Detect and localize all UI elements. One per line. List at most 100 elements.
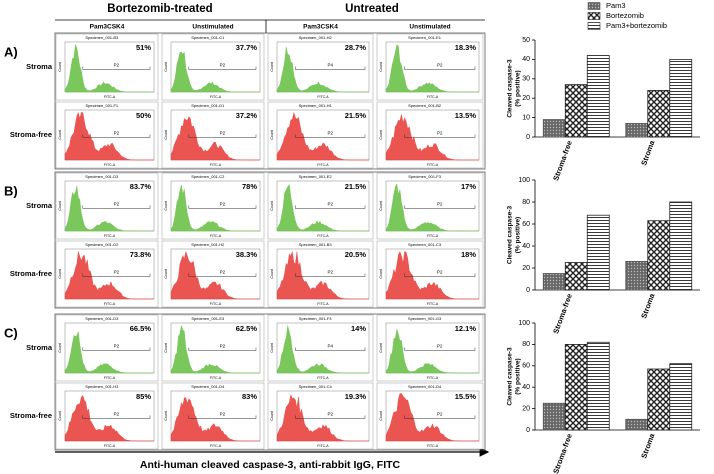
gate <box>295 205 366 209</box>
axis-label: Count <box>379 62 383 71</box>
specimen-label: Specimen_001-H2 <box>191 242 225 247</box>
histogram <box>276 47 369 93</box>
histogram <box>385 250 479 300</box>
percent-label: 17% <box>461 182 476 191</box>
axis-label: FITC-A <box>210 95 222 99</box>
histogram <box>276 251 369 300</box>
axis-label: FITC-A <box>427 302 439 306</box>
gate <box>82 347 151 351</box>
bar <box>625 123 649 138</box>
footer: Anti-human cleaved caspase-3, anti-rabbi… <box>140 459 401 471</box>
axis-label: FITC-A <box>210 444 222 448</box>
group-header: Untreated <box>345 3 399 15</box>
bar <box>669 201 693 291</box>
gate-label: P2 <box>220 202 226 207</box>
y-tick-label: 0 <box>526 134 530 141</box>
percent-label: 21.5% <box>345 111 367 120</box>
x-tick-label: Stroma-free <box>551 432 574 474</box>
specimen-label: Specimen_001-C2 <box>191 174 225 179</box>
histogram <box>64 331 154 374</box>
percent-label: 37.2% <box>236 111 258 120</box>
y-tick-label: 20 <box>522 95 530 102</box>
axis-label: FITC-A <box>427 234 439 238</box>
percent-label: 21.5% <box>345 182 367 191</box>
gate <box>82 205 151 209</box>
specimen-label: Specimen_001-D2 <box>85 242 119 247</box>
histogram <box>385 44 479 93</box>
specimen-label: Specimen_001-D3 <box>85 316 119 321</box>
axis-label: FITC-A <box>317 302 329 306</box>
legend-label: Bortezomib <box>606 11 644 20</box>
axis-label: Count <box>58 62 62 71</box>
row-label: Stroma <box>26 343 53 352</box>
column-header: Pam3CSK4 <box>90 24 125 31</box>
axis-label: FITC-A <box>210 376 222 380</box>
axis-label: Count <box>164 269 168 278</box>
gate-label: P2 <box>437 131 443 136</box>
column-header: Pam3CSK4 <box>303 24 338 31</box>
gate-label: P2 <box>114 63 120 68</box>
panel-letter: C) <box>4 325 18 340</box>
axis-label: FITC-A <box>427 95 439 99</box>
gate-label: P2 <box>437 412 443 417</box>
axis-label: Count <box>164 411 168 420</box>
specimen-label: Specimen_001-E2 <box>299 174 333 179</box>
axis-label: FITC-A <box>104 234 116 238</box>
bar <box>647 368 671 431</box>
axis-label: Count <box>58 343 62 352</box>
gate <box>295 273 366 277</box>
axis-label: Count <box>164 62 168 71</box>
panel-frame <box>54 171 486 309</box>
x-tick-label: Stroma <box>639 292 657 320</box>
y-tick-label: 0 <box>526 287 530 294</box>
specimen-label: Specimen_001-C1 <box>191 35 225 40</box>
axis-label: FITC-A <box>427 163 439 167</box>
y-axis-label: (% positive) <box>515 70 522 106</box>
gate-label: P2 <box>114 270 120 275</box>
x-tick-label: Stroma <box>639 432 657 460</box>
bar <box>564 84 588 138</box>
specimen-label: Specimen_001-C3 <box>408 242 442 247</box>
specimen-label: Specimen_001-C4 <box>299 384 333 389</box>
histogram <box>64 111 154 161</box>
gate-label: P2 <box>114 202 120 207</box>
bar <box>669 59 693 138</box>
axis-label: Count <box>58 411 62 420</box>
bar <box>647 90 671 138</box>
gate-label: P2 <box>220 131 226 136</box>
y-axis-label: Cleaved caspase-3 <box>507 59 514 118</box>
gate <box>188 347 257 351</box>
gate <box>404 66 476 70</box>
axis-label: FITC-A <box>104 376 116 380</box>
bar <box>542 273 566 291</box>
axis-label: Count <box>270 130 274 139</box>
percent-label: 19.3% <box>345 392 367 401</box>
percent-label: 66.5% <box>130 324 152 333</box>
gate <box>188 415 257 419</box>
panel-letter: A) <box>4 44 18 59</box>
histogram <box>276 112 369 161</box>
axis-label: Count <box>58 201 62 210</box>
row-label: Stroma <box>26 201 53 210</box>
y-axis-label: Cleaved caspase-3 <box>507 206 514 265</box>
percent-label: 18% <box>461 250 476 259</box>
percent-label: 37.7% <box>236 43 258 52</box>
y-tick-label: 80 <box>522 199 530 206</box>
bar <box>564 262 588 291</box>
percent-label: 83% <box>242 392 257 401</box>
percent-label: 15.5% <box>455 392 477 401</box>
specimen-label: Specimen_001-H2 <box>299 35 333 40</box>
axis-label: Count <box>270 343 274 352</box>
axis-label: FITC-A <box>210 234 222 238</box>
histogram <box>170 116 260 161</box>
histogram <box>170 184 260 232</box>
y-axis-label: Cleaved caspase-3 <box>507 347 514 406</box>
axis-label: Count <box>379 269 383 278</box>
percent-label: 51% <box>136 43 151 52</box>
axis-label: Count <box>164 201 168 210</box>
legend-swatch <box>587 22 601 30</box>
histogram <box>170 397 260 442</box>
histogram <box>170 51 260 93</box>
axis-label: Count <box>379 343 383 352</box>
